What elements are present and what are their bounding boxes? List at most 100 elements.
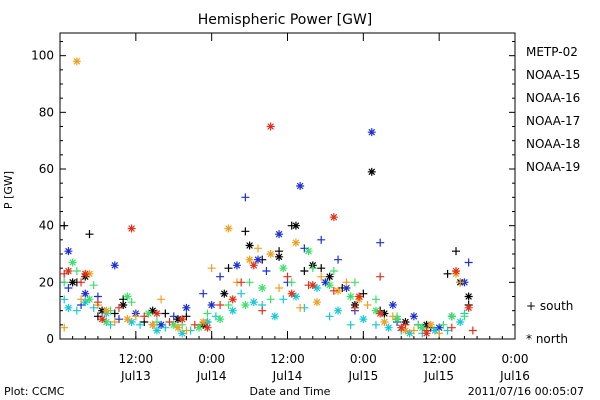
x-tick-date-label: Jul15 — [347, 369, 378, 383]
south-point — [468, 326, 477, 335]
north-point — [68, 258, 77, 267]
legend-entry: NOAA-19 — [526, 160, 580, 174]
footer-timestamp: 2011/07/16 00:05:07 — [468, 385, 584, 398]
north-point — [401, 326, 410, 335]
south-point — [414, 320, 423, 329]
north-point — [266, 250, 275, 258]
plot-frame — [59, 32, 516, 340]
north-point — [266, 122, 275, 131]
south-point — [216, 301, 225, 309]
south-point — [93, 312, 102, 321]
south-point — [317, 235, 326, 244]
x-tick-date-label: Jul14 — [196, 369, 227, 383]
south-point — [279, 295, 288, 304]
south-point — [456, 278, 465, 287]
south-point — [258, 306, 267, 315]
south-point — [211, 312, 220, 321]
north-point — [64, 247, 73, 256]
north-point — [152, 326, 161, 335]
x-axis-label: Date and Time — [250, 385, 331, 398]
north-point — [460, 278, 469, 287]
north-point — [376, 309, 385, 318]
data-points — [60, 57, 477, 338]
legend-entry: METP-02 — [526, 45, 578, 59]
south-point — [325, 312, 334, 321]
north-point — [148, 306, 157, 315]
north-point — [72, 57, 81, 66]
north-point — [380, 318, 389, 326]
north-point — [123, 292, 132, 301]
south-point — [182, 312, 191, 321]
south-point — [207, 264, 216, 273]
legend-entry: NOAA-18 — [526, 137, 580, 151]
north-point — [430, 326, 439, 335]
north-point — [304, 247, 313, 256]
north-point — [426, 320, 435, 329]
north-point — [275, 252, 284, 261]
south-point — [359, 289, 368, 298]
north-point — [367, 167, 376, 176]
north-point — [144, 309, 153, 318]
x-tick-time-label: 12:00 — [422, 352, 457, 366]
south-point — [329, 286, 338, 295]
north-point — [270, 312, 279, 321]
south-point — [93, 298, 102, 307]
y-axis-label: P [GW] — [2, 171, 15, 209]
south-point — [401, 320, 410, 329]
south-point — [182, 326, 191, 335]
south-point — [241, 227, 250, 236]
north-point — [380, 309, 389, 318]
south-point — [452, 247, 461, 256]
south-point — [371, 295, 380, 304]
south-point — [346, 320, 355, 329]
north-point — [464, 303, 473, 312]
north-point — [422, 320, 431, 329]
north-point — [334, 306, 343, 315]
north-point — [203, 323, 212, 332]
x-tick-date-label: Jul13 — [120, 369, 151, 383]
north-point — [152, 309, 161, 318]
north-point — [173, 315, 182, 324]
x-axis: 12:00 Jul13 0:00 Jul14 12:00 Jul14 0:00 Jul15 12… — [59, 33, 530, 383]
south-point — [110, 318, 119, 326]
south-point — [388, 312, 397, 321]
north-point — [119, 301, 128, 309]
south-point — [317, 272, 326, 281]
south-point — [317, 264, 326, 273]
y-tick-label: 40 — [39, 219, 54, 233]
north-point — [418, 323, 427, 332]
north-point — [232, 261, 241, 270]
north-point — [325, 272, 334, 281]
north-point — [371, 306, 380, 315]
legend-north-symbol: * north — [526, 332, 568, 346]
south-point — [376, 238, 385, 247]
south-point — [308, 264, 317, 273]
north-point — [388, 301, 397, 309]
north-point — [249, 261, 258, 270]
north-point — [81, 269, 90, 278]
north-point — [98, 315, 107, 324]
north-point — [384, 323, 393, 332]
south-point — [241, 193, 250, 202]
south-point — [60, 278, 69, 287]
north-point — [110, 261, 119, 270]
south-point — [329, 267, 338, 275]
legend-entry: NOAA-17 — [526, 114, 580, 128]
south-point — [300, 244, 309, 253]
north-point — [207, 301, 216, 309]
north-point — [393, 315, 402, 324]
south-point — [439, 320, 448, 329]
north-point — [308, 281, 317, 290]
y-tick-label: 60 — [39, 162, 54, 176]
south-point — [77, 295, 86, 304]
north-point — [275, 230, 284, 239]
south-point — [350, 278, 359, 287]
north-point — [405, 329, 414, 338]
south-point — [443, 269, 452, 278]
south-point — [165, 318, 174, 326]
north-point — [203, 318, 212, 326]
south-point — [140, 312, 149, 321]
south-point — [342, 278, 351, 287]
north-point — [312, 298, 321, 307]
north-point — [85, 295, 94, 304]
